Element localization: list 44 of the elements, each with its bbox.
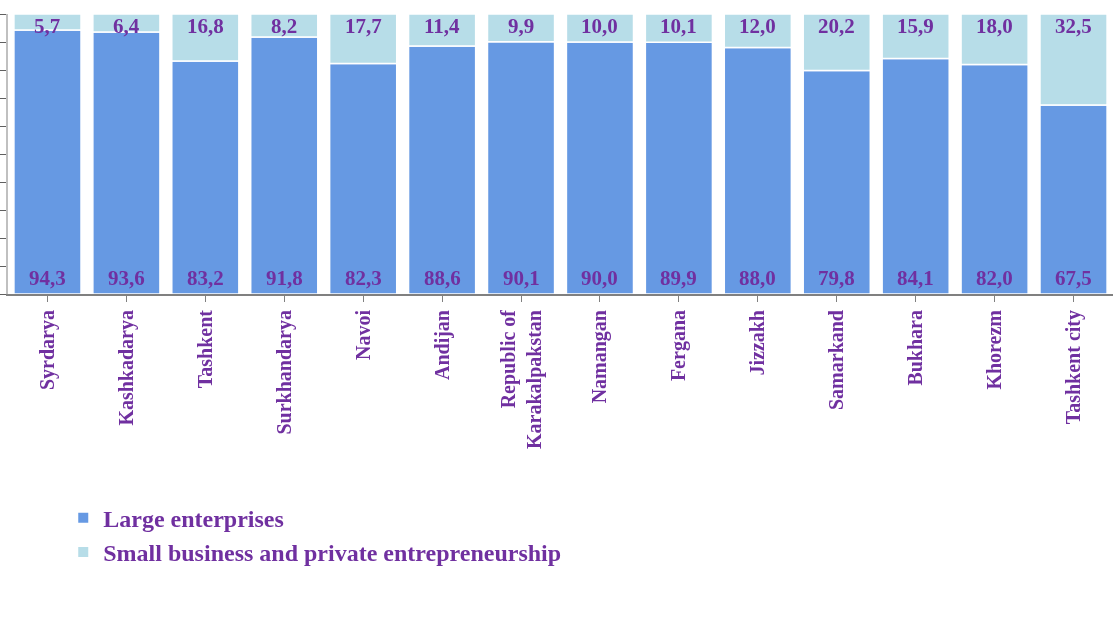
- x-tick-label: Syrdarya: [35, 310, 59, 390]
- data-label: 12,0: [739, 14, 776, 38]
- data-label: 18,0: [976, 14, 1013, 38]
- x-tick-label: Tashkent city: [1062, 310, 1086, 425]
- data-label: 89,9: [660, 266, 697, 290]
- data-label: 17,7: [345, 14, 382, 38]
- data-label: 90,1: [503, 266, 540, 290]
- data-label: 11,4: [424, 14, 461, 38]
- data-label: 5,7: [34, 14, 61, 38]
- data-label: 94,3: [29, 266, 66, 290]
- x-tick-label: Bukhara: [904, 310, 927, 386]
- data-label: 91,8: [266, 266, 303, 290]
- data-label: 79,8: [818, 266, 855, 290]
- x-tick-label: Kashkadarya: [114, 310, 138, 426]
- legend-label: Small business and private entrepreneurship: [103, 540, 562, 567]
- data-label: 93,6: [108, 266, 145, 290]
- data-label: 67,5: [1055, 266, 1092, 290]
- data-label: 8,2: [271, 14, 298, 38]
- data-label: 6,4: [113, 14, 140, 38]
- x-tick-label: Surkhandarya: [272, 310, 296, 435]
- data-label: 83,2: [187, 266, 224, 290]
- data-label: 84,1: [897, 266, 934, 290]
- x-tick-label: Samarkand: [825, 310, 848, 411]
- x-tick-label: Fergana: [667, 310, 691, 382]
- data-label: 90,0: [581, 266, 618, 290]
- x-tick-label: Namangan: [588, 310, 612, 404]
- data-label: 32,5: [1055, 14, 1092, 38]
- data-label: 16,8: [187, 14, 224, 38]
- data-label: 82,0: [976, 266, 1013, 290]
- legend-label: Large enterprises: [103, 506, 284, 533]
- x-tick-label: Republic of Karakalpakstan: [496, 309, 546, 449]
- x-tick-label: Jizzakh: [746, 310, 769, 376]
- data-label: 9,9: [508, 14, 535, 38]
- x-tick-label: Tashkent: [193, 309, 216, 389]
- x-tick-label: Navoi: [351, 309, 374, 360]
- data-label: 10,1: [660, 14, 697, 38]
- data-label: 88,6: [424, 266, 461, 290]
- data-label: 20,2: [818, 14, 855, 38]
- data-label: 88,0: [739, 266, 776, 290]
- x-tick-label: Andijan: [430, 310, 454, 381]
- data-label: 10,0: [581, 14, 618, 38]
- data-label: 82,3: [345, 266, 382, 290]
- data-label: 15,9: [897, 14, 934, 38]
- x-tick-label: Khorezm: [983, 309, 1006, 390]
